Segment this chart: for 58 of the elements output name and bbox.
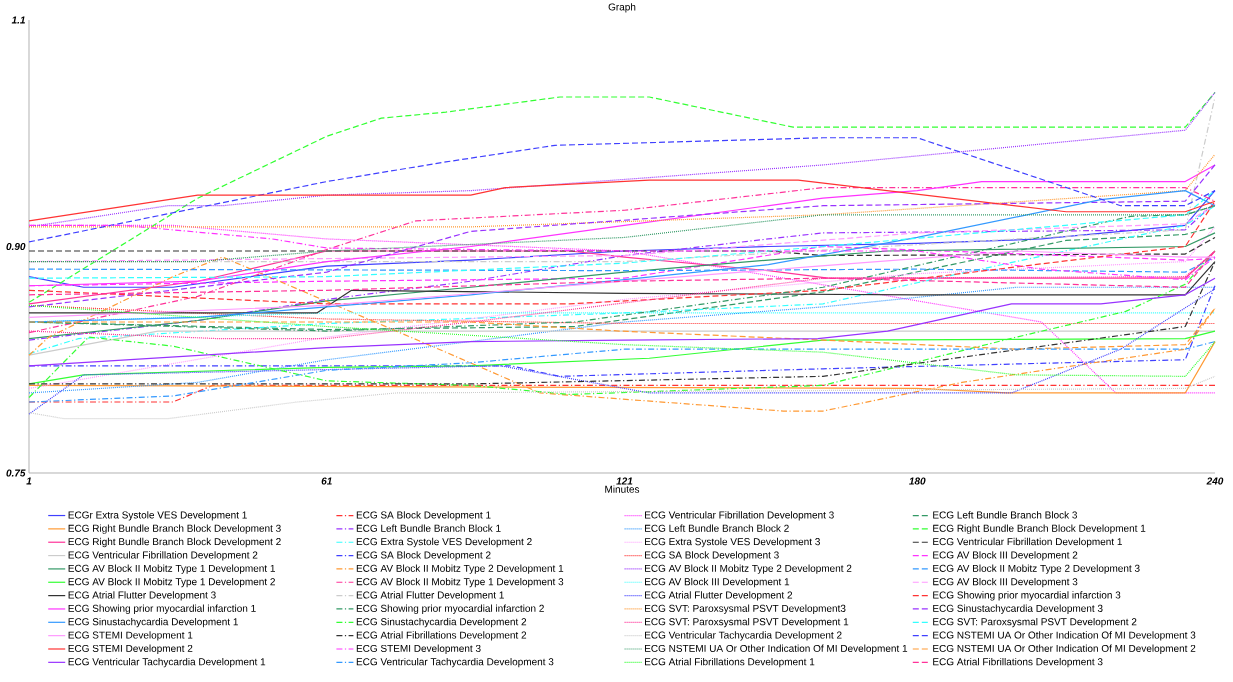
legend-label: ECG AV Block II Mobitz Type 1 Development 2 [68, 577, 275, 588]
legend-label: ECG SVT: Paroxsysmal PSVT Development 2 [933, 617, 1137, 628]
legend-label: ECG AV Block III Development 1 [645, 577, 790, 588]
legend-label: ECG STEMI Development 3 [356, 644, 481, 654]
x-tick-label: 180 [909, 477, 926, 485]
legend-label: ECG Left Bundle Branch Block 1 [356, 524, 501, 532]
legend-label: ECG SA Block Development 3 [645, 551, 779, 561]
legend-label: ECG Right Bundle Branch Block Development 3 [68, 524, 281, 534]
x-tick-label: 121 [616, 477, 633, 485]
legend-label: ECG AV Block II Mobitz Type 1 Development 3 [356, 577, 564, 588]
legend-label: ECG SA Block Development 1 [356, 511, 491, 521]
y-tick-label: 1.1 [11, 16, 25, 24]
legend-label: ECG NSTEMI UA Or Other Indication Of MI Development 2 [933, 644, 1196, 654]
legend-label: ECG Right Bundle Branch Block Development 2 [68, 537, 281, 548]
legend-label: ECG Sinustachycardia Development 2 [356, 617, 527, 628]
legend-label: ECG NSTEMI UA Or Other Indication Of MI Development 1 [645, 644, 908, 654]
legend-label: ECG Showing prior myocardial infarction 1 [68, 604, 256, 614]
legend-label: ECG Right Bundle Branch Block Development 1 [933, 524, 1146, 534]
legend-label: ECG Extra Systole VES Development 2 [356, 537, 532, 548]
legend-label: ECG Extra Systole VES Development 3 [645, 537, 820, 548]
legend-label: ECG Atrial Fibrillations Development 2 [356, 631, 527, 641]
legend-label: ECG SVT: Paroxsysmal PSVT Development3 [645, 604, 846, 614]
legend-label: ECG Ventricular Fibrillation Development 2 [68, 551, 258, 561]
legend-label: ECG Atrial Flutter Development 1 [356, 591, 504, 601]
legend-label: ECG Ventricular Fibrillation Development 3 [645, 511, 834, 521]
legend-label: ECG Sinustachycardia Development 1 [68, 617, 238, 628]
legend-label: ECG AV Block II Mobitz Type 2 Development 2 [645, 564, 852, 574]
legend-label: ECG AV Block II Mobitz Type 2 Development 1 [356, 564, 564, 574]
x-tick-label: 240 [1206, 477, 1224, 485]
legend-label: ECG AV Block II Mobitz Type 2 Development 3 [933, 564, 1140, 574]
y-tick-label: 0.90 [6, 242, 26, 251]
legend-label: ECG Sinustachycardia Development 3 [933, 604, 1103, 614]
legend-label: ECG AV Block III Development 2 [933, 551, 1078, 561]
legend-label: ECG Left Bundle Branch Block 3 [933, 511, 1078, 519]
chart-title: Graph [608, 3, 636, 13]
legend-label: ECG SVT: Paroxsysmal PSVT Development 1 [645, 617, 849, 628]
legend-label: ECG AV Block II Mobitz Type 1 Development 1 [68, 564, 275, 574]
legend-label: ECG Showing prior myocardial infarction 2 [356, 604, 544, 614]
legend-label: ECG Atrial Fibrillations Development 1 [645, 657, 815, 668]
x-tick-label: 61 [321, 477, 332, 485]
legend-label: ECG SA Block Development 2 [356, 551, 491, 561]
legend-label: ECG NSTEMI UA Or Other Indication Of MI Development 3 [933, 631, 1196, 641]
legend-label: ECGr Extra Systole VES Development 1 [68, 511, 247, 521]
legend-label: ECG Ventricular Tachycardia Development 1 [68, 657, 266, 668]
y-tick-label: 0.75 [6, 469, 26, 477]
legend-label: ECG AV Block III Development 3 [933, 577, 1078, 588]
x-axis-title: Minutes [605, 485, 640, 493]
legend-label: ECG Left Bundle Branch Block 2 [645, 524, 789, 532]
legend-label: ECG STEMI Development 1 [68, 631, 193, 641]
legend-label: ECG Ventricular Tachycardia Development 3 [356, 657, 554, 668]
legend-label: ECG Atrial Flutter Development 3 [68, 591, 216, 601]
legend-label: ECG STEMI Development 2 [68, 644, 193, 654]
legend-label: ECG Ventricular Tachycardia Development 2 [645, 631, 842, 641]
legend-label: ECG Ventricular Fibrillation Development 1 [933, 537, 1122, 548]
x-tick-label: 1 [26, 477, 32, 485]
legend-label: ECG Showing prior myocardial infarction 3 [933, 591, 1121, 601]
legend-label: ECG Atrial Flutter Development 2 [645, 591, 793, 601]
legend-label: ECG Atrial Fibrillations Development 3 [933, 657, 1103, 668]
